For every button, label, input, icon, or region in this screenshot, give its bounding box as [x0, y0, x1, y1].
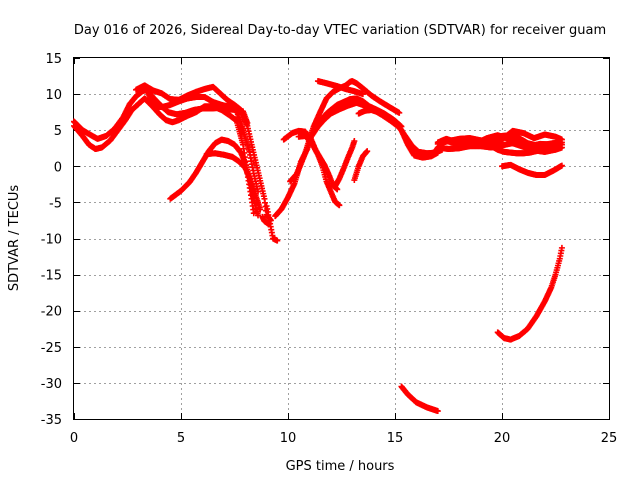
data-point-s13	[359, 91, 366, 98]
y-tick-label: 0	[54, 160, 62, 175]
y-tick-label: -25	[41, 341, 62, 356]
data-point-s15	[364, 148, 371, 155]
grid-lines	[74, 58, 609, 419]
data-point-s10	[396, 109, 403, 116]
x-tick-label: 10	[280, 431, 297, 446]
data-point-s5	[255, 212, 262, 219]
x-tick-label: 25	[601, 431, 618, 446]
y-tick-label: -20	[41, 305, 62, 320]
data-point-s14	[351, 138, 358, 145]
x-tick-labels: 0 5 10 15 20 25	[70, 431, 617, 446]
data-point-s26	[398, 123, 405, 130]
plot-frame	[73, 57, 610, 420]
data-point-s22	[558, 244, 565, 251]
y-tick-label: 10	[45, 88, 62, 103]
y-axis-label: SDTVAR / TECUs	[7, 185, 22, 292]
y-tick-label: -5	[49, 196, 62, 211]
data-point-s16	[434, 408, 441, 415]
x-tick-label: 0	[70, 431, 78, 446]
y-tick-label: -15	[41, 269, 62, 284]
y-tick-label: -10	[41, 233, 62, 248]
y-tick-labels: 15 10 5 0 -5 -10 -15 -20 -25 -30 -35	[41, 52, 62, 428]
y-tick-label: 5	[54, 124, 62, 139]
data-point-s25	[265, 221, 272, 228]
y-tick-label: -35	[41, 413, 62, 428]
data-point-s4	[244, 119, 251, 126]
data-point-s21	[558, 162, 565, 169]
data-point-s6	[257, 206, 264, 213]
y-tick-label: -30	[41, 377, 62, 392]
data-point-s11	[336, 202, 343, 209]
x-axis-label: GPS time / hours	[286, 459, 395, 474]
data-point-s24	[556, 141, 563, 148]
y-tick-label: 15	[45, 52, 62, 67]
data-point-s7	[274, 237, 281, 244]
chart-title: Day 016 of 2026, Sidereal Day-to-day VTE…	[74, 23, 606, 38]
x-tick-label: 20	[494, 431, 511, 446]
x-tick-label: 15	[387, 431, 404, 446]
x-tick-label: 5	[177, 431, 185, 446]
data-markers	[71, 78, 565, 415]
